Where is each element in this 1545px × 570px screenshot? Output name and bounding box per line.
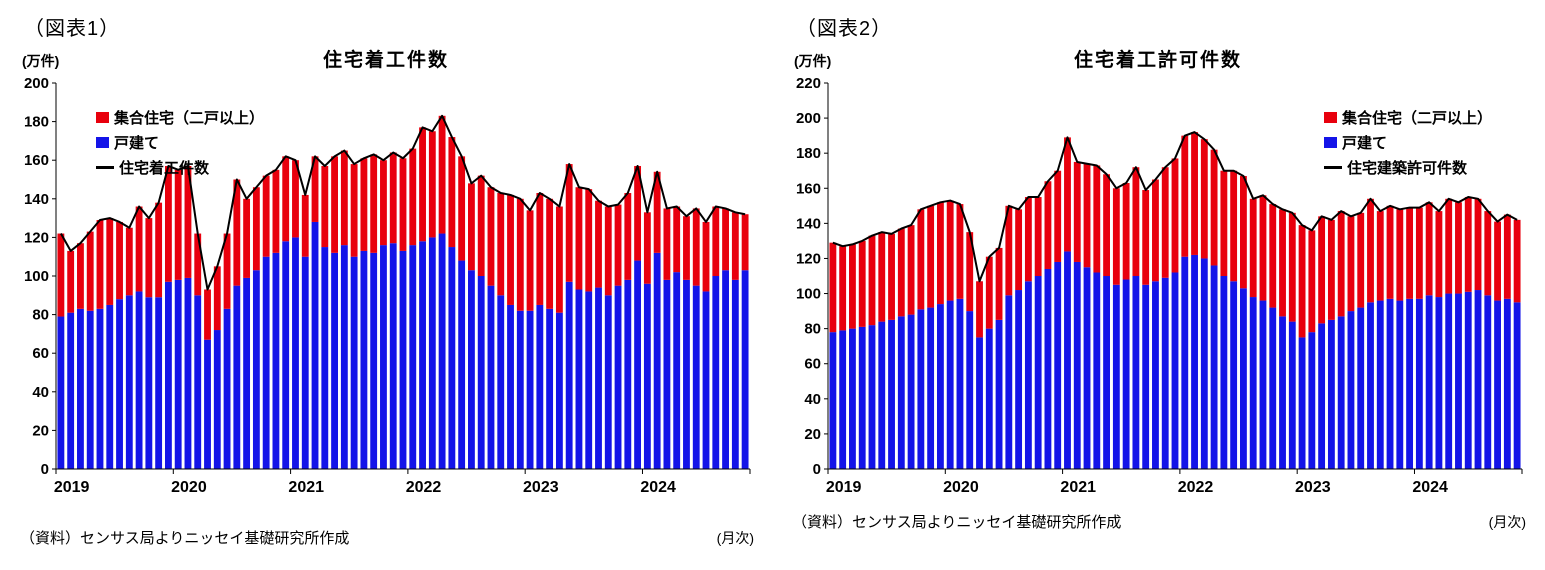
svg-text:2023: 2023 (1295, 479, 1331, 496)
figure1-x-unit-label: (月次) (716, 530, 754, 546)
svg-text:2024: 2024 (640, 479, 676, 496)
single-family-swatch-icon (96, 137, 109, 148)
figure2-x-unit-label: (月次) (1488, 514, 1526, 530)
figure2-chart: 0 20 40 60 80 100 120 140 160 180 200 220 2019 2020 20… (796, 75, 1523, 496)
figure1-title: 住宅着工件数 (322, 50, 449, 71)
svg-text:2021: 2021 (1060, 479, 1096, 496)
figure2-tag: （図表2） (796, 18, 893, 40)
svg-text:220: 220 (796, 75, 821, 92)
svg-text:0: 0 (41, 461, 49, 478)
legend-item-single: 戸建て (96, 132, 264, 153)
legend-item-single: 戸建て (1323, 132, 1492, 153)
svg-text:60: 60 (804, 356, 821, 373)
svg-text:2019: 2019 (826, 479, 862, 496)
figure1-chart-box: (万件) 住宅着工件数 0 20 40 60 80 100 120 140 160 180 200 2… (0, 41, 772, 509)
svg-text:180: 180 (796, 145, 821, 162)
legend-item-multi: 集合住宅（二戸以上） (1323, 107, 1492, 128)
multi-family-swatch-icon (96, 112, 109, 123)
svg-text:2023: 2023 (523, 479, 559, 496)
figure1-panel: （図表1） (万件) 住宅着工件数 0 20 40 60 80 100 120 140 160 1… (0, 0, 772, 570)
legend-label-line: 住宅着工件数 (119, 160, 210, 177)
svg-text:2019: 2019 (54, 479, 90, 496)
svg-text:40: 40 (32, 384, 49, 401)
multi-family-swatch-icon (1323, 112, 1337, 123)
figure1-footer: （資料）センサス局よりニッセイ基礎研究所作成 (月次) (0, 527, 772, 548)
svg-text:2022: 2022 (406, 479, 442, 496)
svg-text:2020: 2020 (943, 479, 979, 496)
permits-line-swatch-icon (1323, 166, 1342, 169)
figure2-title: 住宅着工許可件数 (1073, 50, 1242, 71)
svg-text:200: 200 (24, 75, 49, 92)
svg-text:160: 160 (24, 152, 49, 169)
svg-text:20: 20 (804, 426, 821, 443)
svg-text:60: 60 (32, 345, 49, 362)
figure2-panel: （図表2） (万件) 住宅着工許可件数 0 20 40 60 80 100 120 140 16… (772, 0, 1544, 570)
legend-label-single: 戸建て (1341, 135, 1387, 152)
legend-label-single: 戸建て (114, 135, 160, 152)
svg-text:40: 40 (804, 391, 821, 408)
legend-item-line: 住宅建築許可件数 (1323, 157, 1492, 178)
svg-text:20: 20 (32, 422, 49, 439)
figure1-source: （資料）センサス局よりニッセイ基礎研究所作成 (20, 530, 350, 547)
legend-label-line: 住宅建築許可件数 (1346, 160, 1467, 177)
svg-text:180: 180 (24, 114, 49, 131)
figure2-source: （資料）センサス局よりニッセイ基礎研究所作成 (792, 514, 1122, 531)
svg-text:80: 80 (32, 307, 49, 324)
figure1-legend: 集合住宅（二戸以上） 戸建て 住宅着工件数 (96, 107, 264, 178)
single-family-swatch-icon (1323, 137, 1337, 148)
figure2-legend: 集合住宅（二戸以上） 戸建て 住宅建築許可件数 (1323, 107, 1492, 178)
svg-text:2022: 2022 (1178, 479, 1214, 496)
svg-text:100: 100 (24, 268, 49, 285)
legend-label-multi: 集合住宅（二戸以上） (1341, 110, 1492, 127)
svg-text:2020: 2020 (171, 479, 207, 496)
svg-text:0: 0 (813, 461, 821, 478)
total-line-swatch-icon (96, 166, 114, 169)
figure2-footer: （資料）センサス局よりニッセイ基礎研究所作成 (月次) (772, 511, 1544, 532)
figure2-chart-box: (万件) 住宅着工許可件数 0 20 40 60 80 100 120 140 160 180 20… (772, 41, 1544, 509)
figure1-y-unit-label: (万件) (22, 53, 60, 69)
svg-text:200: 200 (796, 110, 821, 127)
svg-text:80: 80 (804, 321, 821, 338)
legend-item-line: 住宅着工件数 (96, 157, 264, 178)
legend-label-multi: 集合住宅（二戸以上） (114, 110, 265, 127)
svg-text:160: 160 (796, 180, 821, 197)
svg-text:2021: 2021 (288, 479, 324, 496)
svg-text:120: 120 (24, 229, 49, 246)
figure1-chart: 0 20 40 60 80 100 120 140 160 180 200 2019 2020 2021 2… (24, 75, 751, 496)
figure1-tag: （図表1） (24, 18, 121, 40)
svg-text:140: 140 (24, 191, 49, 208)
svg-text:2024: 2024 (1412, 479, 1448, 496)
svg-text:140: 140 (796, 215, 821, 232)
svg-text:100: 100 (796, 286, 821, 303)
legend-item-multi: 集合住宅（二戸以上） (96, 107, 264, 128)
svg-text:120: 120 (796, 250, 821, 267)
figure2-y-unit-label: (万件) (794, 53, 832, 69)
